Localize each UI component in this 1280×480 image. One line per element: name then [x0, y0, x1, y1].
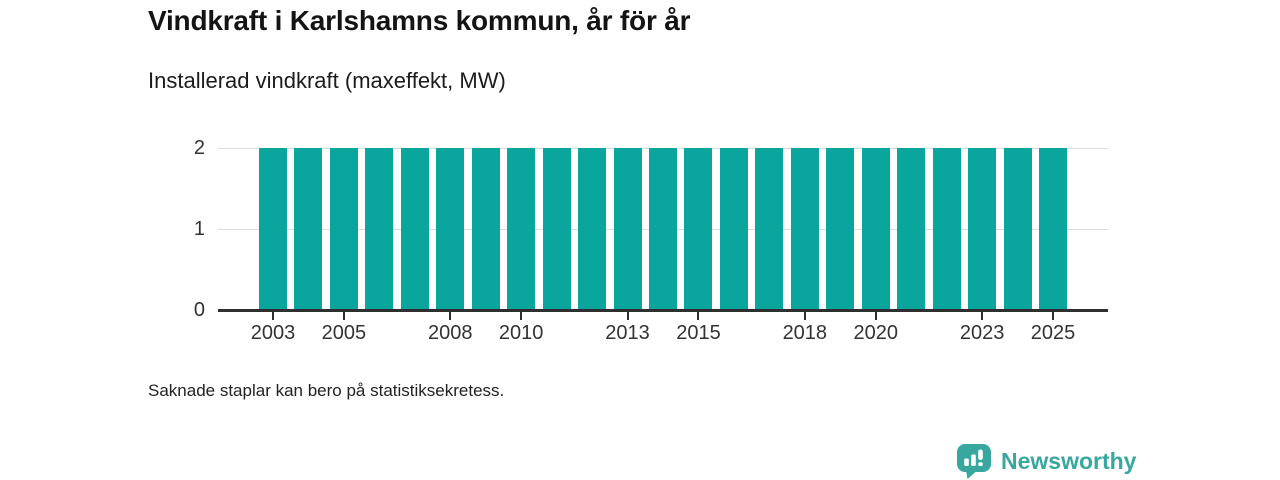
y-axis-label-1: 1: [193, 218, 205, 240]
x-tick-2008: [449, 312, 452, 320]
x-tick-2020: [874, 312, 877, 320]
x-axis-label-2010: 2010: [498, 322, 544, 344]
x-axis-label-2018: 2018: [782, 322, 828, 344]
x-tick-2023: [981, 312, 984, 320]
bar-2016: [719, 148, 748, 310]
bar-2010: [507, 148, 536, 310]
x-axis-label-2023: 2023: [959, 322, 1005, 344]
bar-2007: [400, 148, 429, 310]
bar-2004: [294, 148, 323, 310]
x-axis-label-2025: 2025: [1030, 322, 1076, 344]
branding-name: Newsworthy: [1001, 447, 1137, 474]
bar-2011: [542, 148, 571, 310]
bar-2021: [897, 148, 926, 310]
x-tick-2018: [803, 312, 806, 320]
bar-2015: [684, 148, 713, 310]
chart-title: Vindkraft i Karlshamns kommun, år för år: [148, 5, 691, 36]
bar-2014: [649, 148, 677, 310]
x-axis-label-2003: 2003: [250, 322, 296, 344]
x-tick-2005: [342, 312, 345, 320]
bar-2023: [968, 148, 997, 310]
newsworthy-logo-icon: [957, 444, 991, 479]
x-axis-label-2020: 2020: [853, 322, 898, 344]
bar-2022: [932, 148, 961, 310]
x-axis-label-2015: 2015: [676, 322, 721, 344]
bar-2025: [1039, 148, 1067, 310]
bar-2012: [578, 148, 607, 310]
x-axis-label-2013: 2013: [605, 322, 650, 344]
bar-2024: [1003, 148, 1032, 310]
bar-2008: [436, 148, 465, 310]
bar-2005: [329, 148, 358, 310]
chart-subtitle: Installerad vindkraft (maxeffekt, MW): [148, 68, 506, 93]
x-tick-2013: [626, 312, 629, 320]
bar-2009: [471, 148, 500, 310]
bar-2018: [790, 148, 819, 310]
bar-2006: [365, 148, 394, 310]
x-tick-2015: [697, 312, 700, 320]
bar-2020: [861, 148, 890, 310]
y-axis-label-0: 0: [193, 299, 205, 321]
x-tick-2003: [272, 312, 274, 320]
footer-note: Saknade staplar kan bero på statistiksek…: [148, 381, 505, 400]
branding: Newsworthy: [956, 443, 1136, 479]
bar-2003: [259, 148, 287, 310]
x-axis-label-2008: 2008: [428, 322, 473, 344]
bar-2013: [613, 148, 642, 310]
bar-2019: [826, 148, 855, 310]
x-tick-2010: [520, 312, 523, 320]
bar-2017: [755, 148, 784, 310]
x-tick-2025: [1052, 312, 1054, 320]
x-axis-label-2005: 2005: [321, 322, 367, 344]
y-axis-label-2: 2: [193, 137, 205, 159]
x-axis-line: [218, 309, 1108, 312]
